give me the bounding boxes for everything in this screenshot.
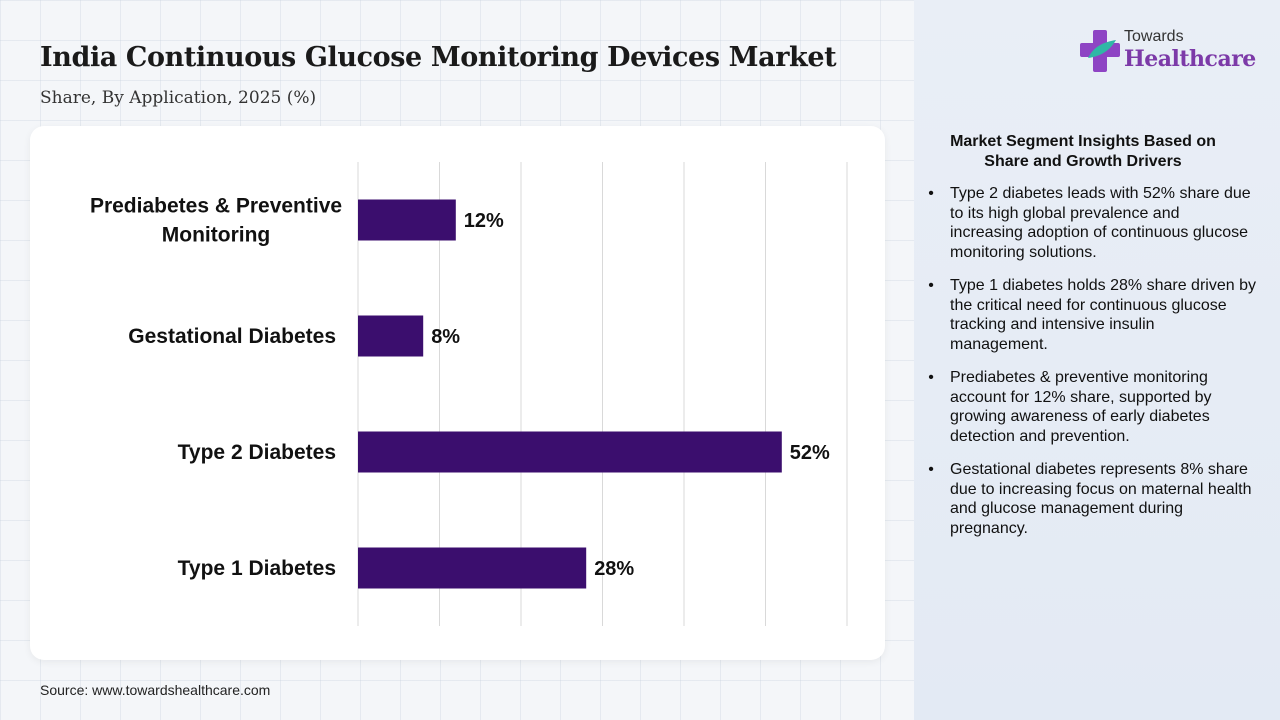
category-label: Monitoring xyxy=(162,224,270,247)
bar xyxy=(358,315,424,357)
data-label: 28% xyxy=(594,558,634,580)
insight-item: • Prediabetes & preventive monitoring acc… xyxy=(926,368,1256,446)
bar xyxy=(358,547,587,589)
data-label: 12% xyxy=(464,210,504,232)
bullet-icon: • xyxy=(928,461,934,478)
category-label: Type 1 Diabetes xyxy=(178,557,336,580)
category-label: Gestational Diabetes xyxy=(128,325,336,348)
bullet-icon: • xyxy=(928,277,934,294)
insight-item: • Type 1 diabetes holds 28% share driven … xyxy=(926,276,1256,354)
data-label: 8% xyxy=(431,326,460,348)
category-label: Type 2 Diabetes xyxy=(178,441,336,464)
bar xyxy=(358,199,456,241)
logo-text-towards: Towards xyxy=(1124,28,1184,45)
bullet-icon: • xyxy=(928,369,934,386)
brand-logo: Towards Healthcare xyxy=(1080,26,1260,78)
data-label: 52% xyxy=(790,442,830,464)
bar xyxy=(358,431,782,473)
insight-text: Type 2 diabetes leads with 52% share due… xyxy=(950,185,1251,261)
source-text: Source: www.towardshealthcare.com xyxy=(40,682,271,698)
chart-subtitle: Share, By Application, 2025 (%) xyxy=(40,88,317,108)
chart-title: India Continuous Glucose Monitoring Devi… xyxy=(40,42,837,73)
category-label: Prediabetes & Preventive xyxy=(90,195,342,218)
bar-chart: 12% Prediabetes & Preventive Monitoring 8% G… xyxy=(90,162,848,626)
insight-text: Type 1 diabetes holds 28% share driven b… xyxy=(950,277,1256,353)
right-panel xyxy=(914,0,1280,720)
bullet-icon: • xyxy=(928,185,934,202)
insight-item: • Gestational diabetes represents 8% shar… xyxy=(926,460,1256,538)
insight-text: Gestational diabetes represents 8% share… xyxy=(950,461,1252,537)
insights-title: Market Segment Insights Based on Share a… xyxy=(950,133,1216,170)
logo-text-healthcare: Healthcare xyxy=(1124,46,1256,72)
insights-list: • Type 2 diabetes leads with 52% share du… xyxy=(926,184,1256,552)
chart-card: 12% Prediabetes & Preventive Monitoring 8% G… xyxy=(30,126,885,660)
cross-logo-icon xyxy=(1080,30,1120,72)
insight-item: • Type 2 diabetes leads with 52% share du… xyxy=(926,184,1256,262)
insight-text: Prediabetes & preventive monitoring acco… xyxy=(950,369,1212,445)
